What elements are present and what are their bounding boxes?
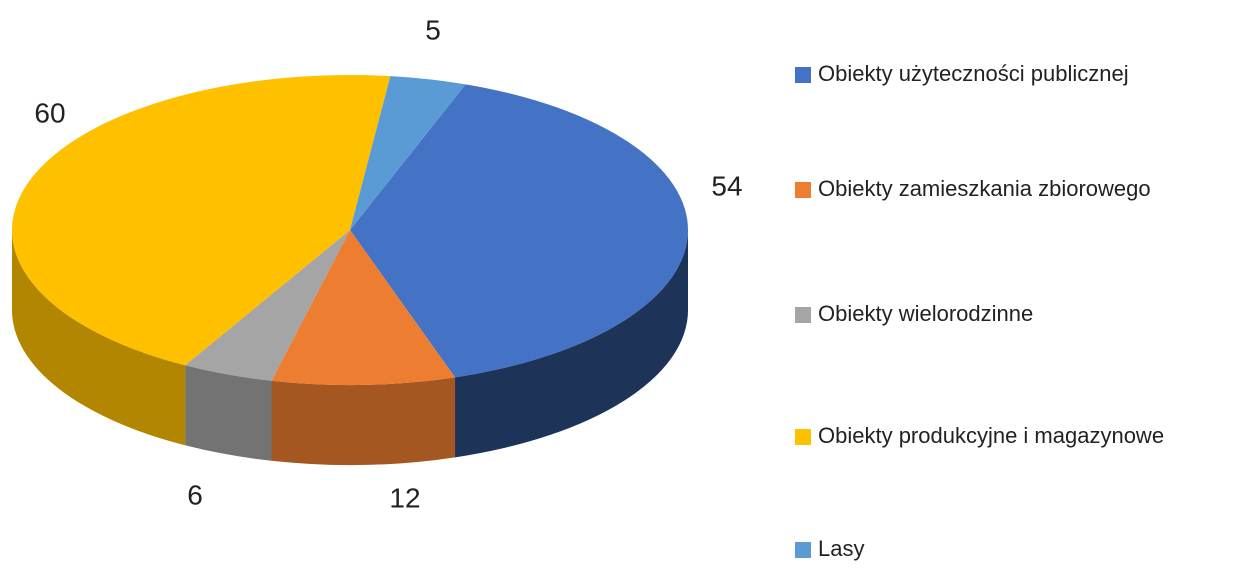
data-label: 5 [425, 14, 441, 45]
pie-side-shade [271, 377, 456, 465]
data-label: 12 [389, 482, 420, 513]
data-label: 54 [711, 170, 742, 201]
data-label: 60 [34, 97, 65, 128]
legend-label: Obiekty wielorodzinne [818, 301, 1033, 326]
data-label: 6 [187, 479, 203, 510]
pie-side [271, 377, 456, 465]
legend-label: Lasy [818, 536, 864, 561]
pie-slice [350, 76, 466, 230]
legend-swatch [795, 182, 811, 198]
pie-side-shade [11, 230, 186, 446]
legend-label: Obiekty zamieszkania zbiorowego [818, 176, 1151, 201]
pie-side [11, 230, 186, 446]
pie-slice [185, 230, 350, 381]
pie-slice [271, 230, 456, 385]
pie-slice [12, 74, 391, 366]
legend-swatch [795, 429, 811, 445]
pie-side [185, 365, 272, 461]
legend-label: Obiekty użyteczności publicznej [818, 61, 1129, 86]
legend-swatch [795, 307, 811, 323]
legend-swatch [795, 542, 811, 558]
legend-swatch [795, 67, 811, 83]
pie-side-shade [455, 230, 688, 458]
legend-label: Obiekty produkcyjne i magazynowe [818, 423, 1164, 448]
pie-slice [350, 84, 689, 378]
pie-side-shade [185, 365, 272, 461]
